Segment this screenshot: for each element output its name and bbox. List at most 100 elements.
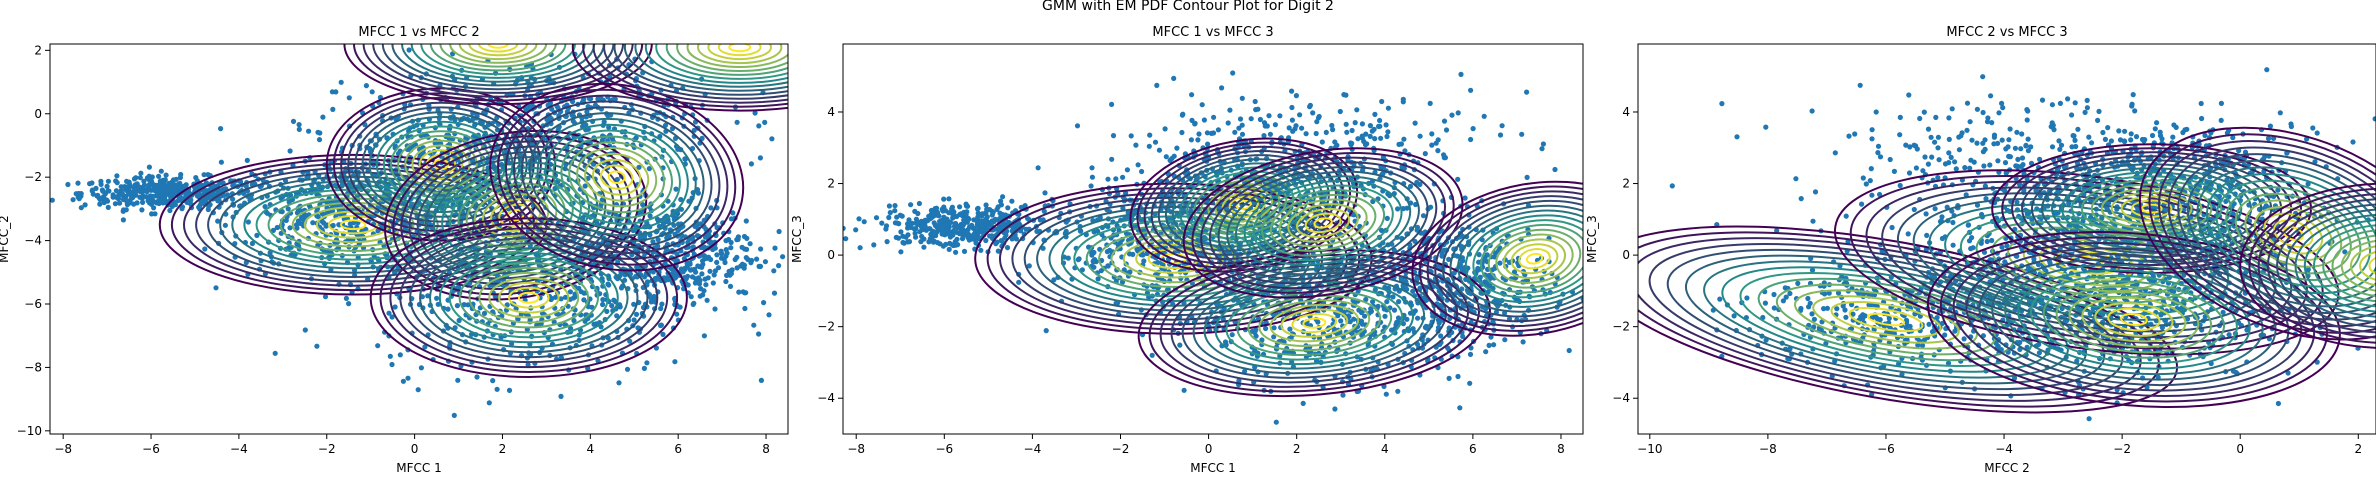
x-tick-label: −6 xyxy=(142,442,160,456)
scatter-point xyxy=(538,34,543,39)
y-axis: −10−8−6−4−202 xyxy=(17,43,50,438)
scatter-point xyxy=(1384,299,1390,305)
scatter-point xyxy=(984,207,990,213)
scatter-point xyxy=(397,352,403,358)
scatter-point xyxy=(548,296,554,303)
contour-level xyxy=(497,88,737,266)
scatter-point xyxy=(1239,122,1245,128)
scatter-point xyxy=(735,236,741,242)
scatter-point xyxy=(1195,137,1201,143)
contour-level xyxy=(489,82,745,272)
scatter-point xyxy=(1338,318,1344,324)
scatter-point xyxy=(1363,296,1369,303)
scatter-point xyxy=(173,176,179,182)
scatter-point xyxy=(756,123,762,129)
scatter-point xyxy=(989,233,995,239)
scatter-point xyxy=(600,301,606,308)
scatter-point xyxy=(336,222,342,228)
contour-level xyxy=(410,44,586,79)
scatter-point xyxy=(963,229,970,235)
y-tick-label: −6 xyxy=(24,297,42,311)
scatter-point xyxy=(934,209,941,215)
scatter-point xyxy=(927,236,933,242)
scatter-point xyxy=(196,204,202,210)
scatter-point xyxy=(105,178,111,184)
scatter-point xyxy=(215,188,221,195)
scatter-point xyxy=(1162,126,1168,132)
scatter-point xyxy=(722,259,728,266)
scatter-point xyxy=(126,190,133,196)
scatter-point xyxy=(843,236,849,242)
scatter-point xyxy=(892,208,898,214)
scatter-point xyxy=(1457,405,1463,411)
scatter-point xyxy=(1163,154,1169,160)
y-tick-label: −2 xyxy=(24,170,42,184)
scatter-point xyxy=(812,273,817,278)
scatter-point xyxy=(887,210,893,216)
scatter-point xyxy=(934,229,940,235)
scatter-point xyxy=(310,220,316,226)
scatter-point xyxy=(903,234,909,240)
contour-level xyxy=(707,44,772,61)
scatter-point xyxy=(1384,215,1390,221)
scatter-point xyxy=(732,256,738,263)
scatter-point xyxy=(1368,308,1374,314)
scatter-point xyxy=(609,303,615,309)
scatter-point xyxy=(465,302,471,308)
scatter-point xyxy=(1154,82,1160,88)
scatter-point xyxy=(1402,148,1408,154)
scatter-point xyxy=(674,311,680,317)
scatter-point xyxy=(756,331,762,337)
scatter-point xyxy=(179,206,185,212)
scatter-point xyxy=(137,184,143,190)
scatter-point xyxy=(1370,299,1376,305)
y-tick-label: −8 xyxy=(24,360,42,374)
scatter-point xyxy=(611,96,618,102)
scatter-point xyxy=(1272,122,1278,128)
scatter-point xyxy=(919,233,925,240)
scatter-point xyxy=(222,222,228,228)
scatter-point xyxy=(711,272,717,278)
scatter-point xyxy=(631,317,637,323)
scatter-point xyxy=(906,217,912,223)
y-tick-label: −4 xyxy=(24,234,42,248)
scatter-point xyxy=(964,209,970,215)
scatter-point xyxy=(151,184,157,191)
contour-level xyxy=(584,152,650,202)
scatter-point xyxy=(723,238,729,244)
scatter-point xyxy=(633,311,640,317)
scatter-point xyxy=(1095,276,1101,282)
scatter-point xyxy=(1332,406,1338,412)
scatter-point xyxy=(1177,342,1183,348)
scatter-point xyxy=(652,275,658,282)
scatter-point xyxy=(1358,309,1365,316)
scatter-point xyxy=(1077,228,1083,234)
scatter-point xyxy=(141,182,147,188)
scatter-point xyxy=(976,218,982,224)
scatter-point xyxy=(719,251,725,257)
contour-level xyxy=(560,135,673,219)
scatter-point xyxy=(1179,129,1185,136)
scatter-point xyxy=(712,306,718,312)
scatter-point xyxy=(871,242,877,248)
scatter-point xyxy=(392,143,398,149)
scatter-point xyxy=(127,182,133,188)
scatter-point xyxy=(762,259,769,265)
scatter-point xyxy=(97,201,103,207)
contour-level xyxy=(354,106,528,223)
scatter-point xyxy=(124,178,130,184)
scatter-point xyxy=(736,289,742,295)
scatter-point xyxy=(1340,392,1346,398)
scatter-point xyxy=(1299,125,1305,131)
scatter-point xyxy=(392,304,398,310)
scatter-point xyxy=(1127,251,1133,257)
contour-level xyxy=(384,129,648,301)
scatter-point xyxy=(742,305,748,312)
scatter-point xyxy=(708,205,714,211)
contour-level xyxy=(408,145,623,285)
contour-level xyxy=(340,219,367,231)
scatter-point xyxy=(857,245,863,251)
scatter-point xyxy=(202,246,208,252)
scatter-point xyxy=(220,187,226,193)
